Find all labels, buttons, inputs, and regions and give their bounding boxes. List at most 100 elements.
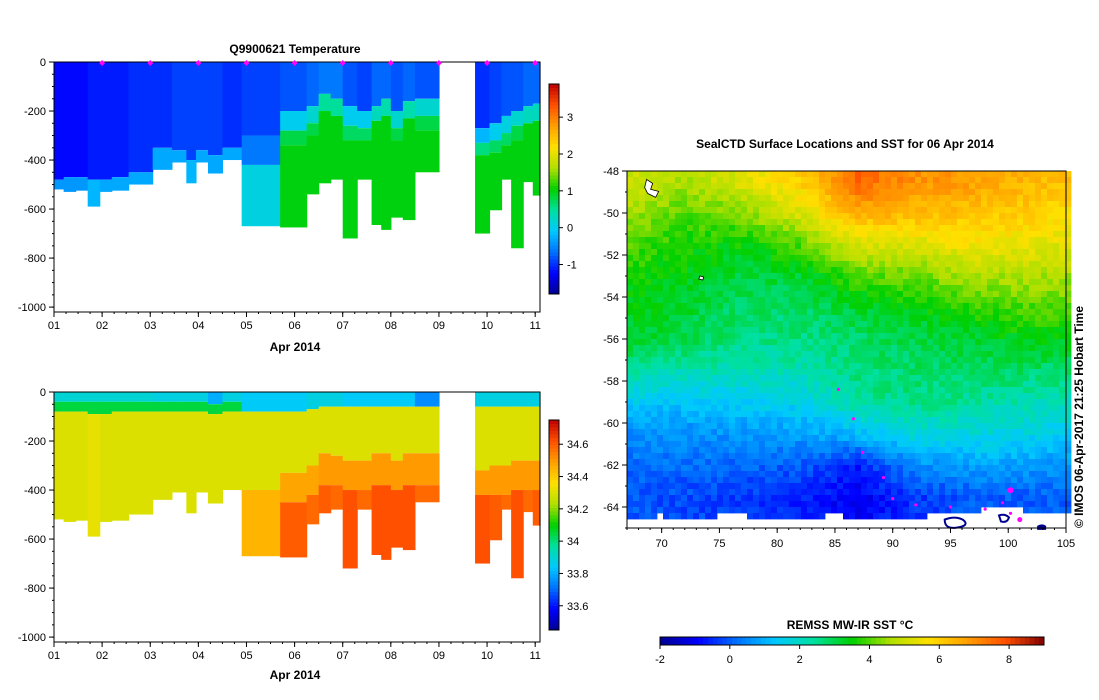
sst-cell — [879, 375, 886, 382]
sst-cell — [675, 321, 682, 328]
sst-cell — [1029, 351, 1036, 358]
sst-cell — [903, 417, 910, 424]
sst-cell — [903, 273, 910, 280]
sst-cell — [873, 189, 880, 196]
sst-cell — [915, 435, 922, 442]
sst-cell — [897, 189, 904, 196]
sst-ytick-label: -62 — [603, 460, 619, 472]
temp-profile-cell — [87, 179, 101, 207]
sst-cell — [1005, 393, 1012, 400]
sst-cell — [795, 453, 802, 460]
sst-cell — [669, 477, 676, 484]
sst-cell — [801, 255, 808, 262]
sst-cell — [861, 297, 868, 304]
sst-cell — [927, 471, 934, 478]
sst-cell — [681, 351, 688, 358]
sst-cell — [885, 315, 892, 322]
sst-cell — [837, 207, 844, 214]
sst-cell — [699, 387, 706, 394]
temp-profile-cell — [280, 145, 308, 228]
sst-cell — [831, 237, 838, 244]
sst-cell — [915, 321, 922, 328]
sst-map-title: SealCTD Surface Locations and SST for 06… — [696, 137, 994, 151]
sst-cell — [639, 303, 646, 310]
sst-cell — [759, 297, 766, 304]
sst-cell — [789, 507, 796, 514]
sst-cell — [765, 309, 772, 316]
sst-cell — [675, 513, 682, 520]
sst-ytick-label: -54 — [603, 292, 619, 304]
sst-cell — [633, 297, 640, 304]
sst-cell — [843, 225, 850, 232]
sst-cell — [933, 459, 940, 466]
sst-cell — [1035, 345, 1042, 352]
sst-cell — [669, 387, 676, 394]
sst-cell — [681, 273, 688, 280]
sal-colorbar-cell — [549, 581, 559, 585]
sst-cell — [771, 495, 778, 502]
sal-profile-cell — [330, 455, 344, 486]
sst-cell — [699, 177, 706, 184]
sst-cell — [819, 261, 826, 268]
sst-cell — [885, 477, 892, 484]
sst-cell — [855, 363, 862, 370]
sst-cell — [813, 435, 820, 442]
sst-cell — [849, 297, 856, 304]
sst-cell — [885, 261, 892, 268]
sst-cell — [669, 465, 676, 472]
sst-cell — [867, 483, 874, 490]
sst-cell — [795, 501, 802, 508]
sst-cell — [723, 189, 730, 196]
sst-cell — [801, 225, 808, 232]
sst-cell — [1029, 231, 1036, 238]
sst-cell — [975, 417, 982, 424]
temp-colorbar-cell — [549, 206, 559, 211]
sst-cell — [711, 357, 718, 364]
sst-cell — [759, 429, 766, 436]
sst-cell — [699, 201, 706, 208]
sst-cell — [993, 303, 1000, 310]
sst-cell — [891, 483, 898, 490]
sst-cell — [969, 357, 976, 364]
sst-cell — [975, 369, 982, 376]
sst-cell — [1047, 459, 1054, 466]
sst-cell — [957, 201, 964, 208]
sst-cell — [651, 333, 658, 340]
temp-profile — [414, 62, 440, 173]
sal-colorbar-cell — [549, 525, 559, 529]
sst-cell — [1047, 285, 1054, 292]
sst-cell — [1053, 189, 1060, 196]
sst-cell — [999, 441, 1006, 448]
sst-cell — [933, 453, 940, 460]
sst-cell — [753, 177, 760, 184]
sst-cell — [687, 399, 694, 406]
sst-cell — [681, 495, 688, 502]
sst-cell — [669, 177, 676, 184]
sst-cell — [855, 495, 862, 502]
sst-cell — [681, 489, 688, 496]
sst-cell — [1065, 477, 1072, 484]
sst-cell — [957, 327, 964, 334]
sst-cell — [1065, 459, 1072, 466]
temp-colorbar-cell — [549, 217, 559, 221]
sst-cell — [633, 507, 640, 514]
sst-cell — [1053, 357, 1060, 364]
sst-cell — [681, 189, 688, 196]
sst-cell — [1053, 345, 1060, 352]
sst-cell — [711, 495, 718, 502]
sst-cell — [723, 345, 730, 352]
sst-cell — [693, 207, 700, 214]
sst-cell — [771, 189, 778, 196]
sst-cell — [999, 225, 1006, 232]
sst-cell — [627, 489, 634, 496]
sst-cell — [1047, 387, 1054, 394]
sst-cell — [657, 471, 664, 478]
sst-cell — [921, 501, 928, 508]
sst-cell — [855, 213, 862, 220]
sst-cell — [933, 345, 940, 352]
sst-cell — [891, 231, 898, 238]
sst-cell — [1029, 363, 1036, 370]
sst-cell — [705, 345, 712, 352]
sst-cell — [777, 357, 784, 364]
sst-cell — [915, 387, 922, 394]
